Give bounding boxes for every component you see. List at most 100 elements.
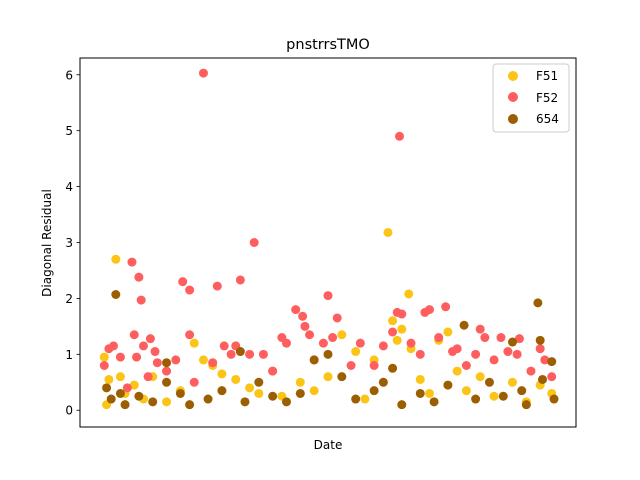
data-point-f52 [219, 341, 229, 351]
data-point-654 [115, 388, 125, 398]
data-point-f52 [122, 383, 132, 393]
data-point-f52 [185, 330, 195, 340]
data-point-f52 [245, 349, 255, 359]
data-point-f52 [189, 377, 199, 387]
data-point-f52 [249, 238, 259, 247]
data-point-f52 [268, 366, 278, 376]
data-point-654 [471, 394, 481, 404]
data-point-654 [106, 394, 116, 404]
data-point-f51 [443, 327, 453, 337]
data-point-654 [484, 377, 494, 387]
data-point-f52 [328, 333, 338, 343]
data-point-f51 [404, 289, 414, 299]
data-point-654 [459, 320, 469, 330]
data-point-f52 [434, 333, 444, 343]
data-point-654 [443, 380, 453, 390]
data-point-654 [175, 388, 185, 398]
data-point-f52 [198, 68, 208, 78]
data-point-f52 [298, 311, 308, 321]
y-tick-label: 0 [65, 404, 73, 418]
data-point-f52 [145, 334, 155, 344]
data-point-f52 [300, 321, 310, 331]
y-tick-label: 5 [65, 124, 73, 138]
data-point-f51 [392, 335, 402, 345]
legend-marker-654 [508, 114, 518, 124]
data-point-f51 [198, 355, 208, 365]
data-point-f51 [397, 324, 407, 334]
legend-marker-f51 [508, 71, 518, 81]
data-point-f51 [99, 352, 109, 362]
data-point-f52 [99, 361, 109, 370]
data-point-654 [111, 290, 121, 299]
series-654 [102, 290, 559, 410]
data-point-654 [549, 394, 559, 404]
data-point-654 [533, 298, 543, 308]
data-point-654 [148, 397, 158, 407]
data-point-f52 [415, 349, 425, 359]
series-f52 [99, 68, 557, 393]
y-tick-label: 2 [65, 292, 73, 306]
data-point-654 [235, 347, 245, 357]
data-point-f52 [395, 131, 404, 141]
data-point-f51 [245, 383, 255, 393]
data-point-f51 [383, 227, 393, 237]
data-point-f52 [115, 352, 125, 362]
data-point-f52 [480, 333, 490, 343]
legend-label-654: 654 [536, 112, 559, 126]
data-point-f51 [115, 372, 125, 382]
data-point-f52 [109, 341, 118, 351]
data-point-f52 [526, 366, 536, 376]
data-point-654 [217, 386, 227, 396]
legend-marker-f52 [508, 92, 518, 102]
data-point-654 [268, 391, 278, 401]
data-point-f51 [129, 380, 139, 390]
data-point-f52 [461, 361, 471, 370]
data-points-layer [99, 68, 559, 410]
data-point-f51 [231, 374, 241, 384]
data-point-f52 [346, 361, 356, 370]
data-point-f52 [535, 344, 545, 354]
data-point-f51 [189, 338, 199, 348]
data-point-f52 [281, 338, 291, 348]
legend: F51 F52 654 [492, 63, 570, 133]
data-point-654 [134, 391, 144, 401]
data-point-654 [309, 355, 319, 365]
data-point-f52 [475, 324, 485, 334]
y-tick-label: 1 [65, 348, 73, 362]
data-point-f51 [162, 397, 172, 407]
data-point-f52 [129, 330, 139, 340]
data-point-f52 [452, 344, 462, 354]
data-point-f52 [503, 347, 513, 357]
data-point-654 [388, 363, 398, 373]
data-point-f51 [475, 372, 485, 382]
data-point-f51 [415, 374, 425, 384]
data-point-f51 [508, 377, 518, 387]
data-point-f52 [235, 275, 245, 285]
data-point-f52 [127, 257, 137, 267]
data-point-f52 [132, 352, 142, 362]
data-point-654 [535, 335, 545, 345]
data-point-f52 [136, 295, 146, 305]
data-point-f52 [471, 349, 481, 359]
data-point-f52 [388, 327, 398, 337]
data-point-654 [508, 337, 518, 347]
data-point-f52 [424, 305, 434, 315]
data-point-f52 [152, 358, 162, 368]
data-point-f52 [134, 272, 144, 282]
data-point-f51 [254, 388, 264, 398]
data-point-654 [281, 397, 291, 407]
data-point-654 [240, 397, 250, 407]
data-point-f52 [540, 355, 550, 365]
data-point-654 [162, 377, 172, 387]
data-point-654 [498, 391, 508, 401]
data-point-654 [429, 397, 439, 407]
data-point-654 [521, 400, 531, 410]
data-point-f51 [424, 388, 434, 398]
data-point-f52 [208, 358, 218, 368]
data-point-f52 [291, 305, 301, 315]
data-point-f51 [104, 374, 114, 384]
y-tick-label: 4 [65, 180, 73, 194]
data-point-f52 [547, 372, 557, 382]
data-point-f52 [406, 338, 416, 348]
